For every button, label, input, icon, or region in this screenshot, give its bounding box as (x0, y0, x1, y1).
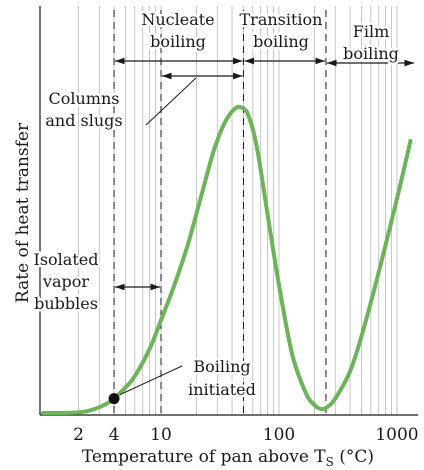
annotation-labels: Nucleate boiling Transition boiling Film boil… (31, 8, 401, 402)
boiling-initiated-point (108, 393, 120, 405)
boiling-leader-line (119, 365, 183, 396)
region-label-nucleate: boiling (150, 32, 206, 51)
columns-slugs-label: and slugs (45, 111, 122, 130)
boiling-initiated-label: initiated (188, 380, 256, 399)
region-label-film: boiling (343, 44, 399, 63)
region-label-nucleate: Nucleate (141, 10, 214, 29)
x-axis-title: Temperature of pan above TS (°C) (82, 447, 374, 469)
isolated-bubbles-label: Isolated (34, 250, 99, 269)
y-axis-title: Rate of heat transfer (13, 122, 33, 303)
columns-slugs-label: Columns (49, 89, 120, 108)
x-tick-label: 1000 (375, 425, 418, 445)
columns-leader-line (145, 77, 197, 126)
x-tick-label: 2 (73, 425, 84, 445)
isolated-bubbles-label: vapor (42, 272, 89, 291)
isolated-bubbles-label: bubbles (34, 294, 98, 313)
boiling-initiated-label: Boiling (193, 357, 250, 376)
region-arrows (115, 57, 414, 291)
region-label-transition: Transition (240, 10, 323, 29)
x-tick-labels: 2 4 10 100 1000 (73, 425, 419, 445)
x-tick-label: 4 (109, 425, 120, 445)
region-label-film: Film (353, 22, 390, 41)
x-tick-label: 10 (150, 425, 172, 445)
x-tick-label: 100 (263, 425, 295, 445)
regime-boundaries (113, 10, 327, 415)
region-label-transition: boiling (253, 32, 309, 51)
grid-layer (78, 6, 398, 415)
